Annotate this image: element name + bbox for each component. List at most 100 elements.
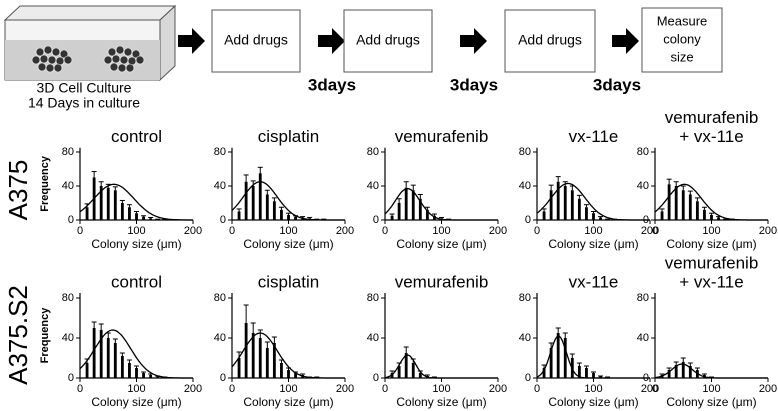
x-axis-label: Colony size (μm) bbox=[666, 395, 756, 409]
bar bbox=[287, 214, 290, 220]
bar bbox=[128, 363, 131, 378]
bar bbox=[599, 376, 602, 378]
x-tick-label: 100 bbox=[432, 383, 450, 395]
y-tick-label: 80 bbox=[637, 292, 649, 304]
y-tick-label: 40 bbox=[62, 180, 74, 192]
bar bbox=[85, 207, 89, 220]
bar bbox=[703, 209, 706, 220]
bar bbox=[667, 184, 671, 220]
bar bbox=[265, 194, 269, 220]
x-tick-label: 100 bbox=[279, 225, 297, 237]
chart-title: control bbox=[111, 127, 162, 146]
y-tick-label: 0 bbox=[643, 214, 649, 226]
y-tick-label: 40 bbox=[214, 180, 226, 192]
bar bbox=[404, 187, 408, 220]
chart-title: vemurafenib bbox=[395, 127, 489, 146]
step-label: Measure bbox=[657, 13, 708, 28]
bar bbox=[570, 190, 574, 220]
fit-curve bbox=[654, 183, 768, 221]
bar bbox=[433, 215, 436, 220]
bar bbox=[695, 201, 699, 220]
x-tick-label: 200 bbox=[759, 383, 777, 395]
y-tick-label: 0 bbox=[525, 214, 531, 226]
bar bbox=[411, 190, 415, 220]
fit-curve bbox=[231, 332, 345, 379]
x-tick-label: 0 bbox=[652, 225, 658, 237]
bar bbox=[667, 370, 671, 378]
bar bbox=[142, 216, 145, 220]
bar bbox=[681, 190, 685, 220]
chart-title: vx-11e bbox=[569, 272, 619, 291]
bar bbox=[135, 368, 138, 378]
bar bbox=[99, 330, 103, 378]
chart-title: vemurafenib bbox=[665, 253, 759, 272]
bar bbox=[135, 213, 138, 220]
y-axis-label: Frequency bbox=[39, 155, 51, 212]
x-tick-label: 0 bbox=[382, 383, 388, 395]
chart-title: vemurafenib bbox=[395, 272, 489, 291]
row-label: A375 bbox=[3, 160, 33, 221]
bar bbox=[717, 217, 720, 220]
step-box bbox=[504, 9, 596, 73]
bar bbox=[142, 373, 145, 378]
y-tick-label: 40 bbox=[637, 332, 649, 344]
x-tick-label: 100 bbox=[584, 225, 602, 237]
step-label: Add drugs bbox=[224, 32, 288, 48]
x-axis-label: Colony size (μm) bbox=[396, 237, 486, 251]
bar bbox=[660, 211, 664, 220]
bar bbox=[113, 190, 117, 220]
bar bbox=[272, 201, 276, 220]
bar bbox=[106, 338, 110, 378]
y-tick-label: 80 bbox=[637, 146, 649, 158]
y-tick-label: 80 bbox=[519, 292, 531, 304]
x-axis-label: Colony size (μm) bbox=[243, 237, 333, 251]
culture-illustration bbox=[3, 4, 177, 82]
x-axis-label: Colony size (μm) bbox=[666, 237, 756, 251]
x-tick-label: 0 bbox=[534, 383, 540, 395]
x-tick-label: 200 bbox=[641, 383, 659, 395]
bar bbox=[272, 343, 276, 378]
bar bbox=[258, 338, 262, 378]
y-tick-label: 40 bbox=[214, 332, 226, 344]
bar bbox=[106, 187, 110, 220]
y-tick-label: 0 bbox=[220, 214, 226, 226]
bar bbox=[237, 358, 241, 378]
interval-label: 3days bbox=[308, 75, 356, 94]
bar bbox=[418, 198, 422, 220]
fit-curve bbox=[231, 181, 345, 221]
bar bbox=[556, 333, 560, 378]
culture-duration: 14 Days in culture bbox=[28, 95, 140, 111]
bar bbox=[120, 203, 124, 220]
bar bbox=[556, 181, 560, 220]
y-tick-label: 40 bbox=[519, 180, 531, 192]
bar bbox=[710, 214, 713, 220]
bar bbox=[149, 375, 153, 378]
bar bbox=[599, 217, 602, 220]
bar bbox=[688, 366, 692, 378]
bar bbox=[592, 213, 595, 220]
bar bbox=[397, 203, 401, 220]
bar bbox=[674, 186, 678, 220]
bar bbox=[156, 376, 160, 378]
y-tick-label: 0 bbox=[525, 372, 531, 384]
chart-title: vx-11e bbox=[569, 127, 619, 146]
x-tick-label: 200 bbox=[184, 383, 202, 395]
x-tick-label: 100 bbox=[127, 383, 145, 395]
y-tick-label: 80 bbox=[367, 146, 379, 158]
x-tick-label: 0 bbox=[229, 383, 235, 395]
bar bbox=[585, 368, 588, 378]
bar bbox=[251, 333, 255, 378]
bar bbox=[149, 218, 153, 220]
x-tick-label: 100 bbox=[279, 383, 297, 395]
y-tick-label: 40 bbox=[62, 332, 74, 344]
bar bbox=[577, 366, 581, 378]
chart-title: + vx-11e bbox=[679, 127, 743, 146]
bar bbox=[390, 215, 394, 220]
bar bbox=[563, 338, 567, 378]
bar bbox=[280, 209, 283, 220]
bar bbox=[404, 353, 408, 378]
bar bbox=[563, 186, 567, 220]
chart-title: + vx-11e bbox=[679, 272, 743, 291]
y-tick-label: 0 bbox=[373, 372, 379, 384]
